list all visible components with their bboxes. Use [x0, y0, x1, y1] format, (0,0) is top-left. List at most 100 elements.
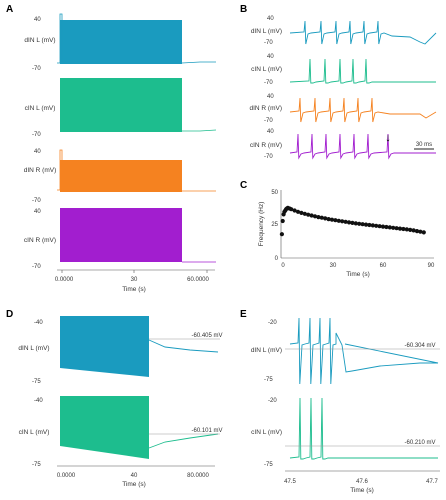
panel-a-onset-3	[57, 149, 63, 192]
panel-e-ylabel-2: cIN L (mV)	[251, 429, 282, 436]
panel-a: A 40 dIN L (mV) -70 cIN L (mV) -70 40 dI…	[6, 4, 217, 293]
frequency-point	[367, 222, 372, 228]
panel-a-label: A	[6, 4, 13, 15]
panel-c-ytick-2: 25	[271, 222, 278, 228]
panel-b-label: B	[240, 4, 247, 15]
panel-e-xtick-2: 47.6	[356, 479, 368, 485]
frequency-point	[408, 227, 413, 232]
frequency-point	[391, 225, 396, 230]
panel-d-xtick-1: 0.0000	[57, 473, 76, 479]
frequency-point	[343, 219, 348, 224]
panel-d-ylabel-2: cIN L (mV)	[19, 429, 50, 436]
panel-e: E -20 dIN L (mV) -75 -60.304 mV -20 cIN …	[240, 309, 440, 494]
panel-b-ylabel-3: dIN R (mV)	[250, 105, 283, 112]
panel-e-xtick-1: 47.5	[284, 479, 296, 485]
panel-e-label: E	[240, 309, 247, 320]
frequency-point	[418, 229, 423, 234]
panel-b-ymin-3: -70	[264, 118, 273, 124]
panel-d-ymax-2: -40	[34, 398, 43, 404]
panel-b-ylabel-1: dIN L (mV)	[251, 28, 282, 35]
panel-e-spikes-2	[289, 397, 438, 460]
frequency-point	[346, 220, 352, 225]
panel-b-spikes-1	[289, 20, 437, 45]
panel-a-ymin-3: -70	[32, 198, 41, 204]
frequency-point	[370, 223, 375, 228]
frequency-point	[397, 226, 403, 231]
frequency-point	[380, 224, 386, 229]
panel-b-trace-din-l: 40 dIN L (mV) -70	[251, 16, 437, 46]
frequency-point	[421, 230, 426, 235]
panel-a-ylabel-3: dIN R (mV)	[24, 167, 57, 174]
panel-a-ymax-4: 40	[34, 209, 41, 215]
frequency-point	[357, 221, 362, 226]
panel-e-trace-din-l: -20 dIN L (mV) -75 -60.304 mV	[251, 317, 440, 385]
panel-e-ymin-2: -75	[264, 462, 273, 468]
panel-a-ylabel-1: dIN L (mV)	[24, 37, 55, 44]
panel-a-xtick-2: 30	[131, 277, 138, 283]
panel-c: C Frequency (Hz) 50 25 0 0 30 60 90 Time…	[240, 180, 435, 278]
panel-a-tail-2	[182, 129, 217, 132]
panel-a-trace-din-l: 40 dIN L (mV) -70	[24, 13, 216, 72]
panel-d-tail-1	[148, 339, 219, 353]
panel-c-ytick-3: 0	[275, 256, 279, 262]
panel-e-trace-cin-l: -20 cIN L (mV) -75 -60.210 mV	[251, 397, 440, 468]
panel-b-ymax-3: 40	[267, 94, 274, 100]
panel-e-ymax-1: -20	[268, 320, 277, 326]
panel-a-xlabel: Time (s)	[122, 286, 146, 293]
frequency-point	[360, 222, 365, 227]
panel-b-trace-cin-r: 40 cIN R (mV) -70	[250, 129, 436, 160]
panel-a-ymin-2: -70	[32, 132, 41, 138]
panel-b-ymin-2: -70	[264, 80, 273, 86]
panel-c-xtick-4: 90	[428, 263, 435, 269]
panel-a-trace-cin-r: 40 cIN R (mV) -70	[24, 208, 216, 270]
frequency-point	[350, 220, 355, 225]
panel-d-xtick-2: 40	[131, 473, 138, 479]
frequency-point	[384, 224, 389, 230]
panel-d-tail-2	[148, 433, 219, 449]
frequency-point	[280, 218, 285, 224]
panel-d-ymin-2: -75	[32, 462, 41, 468]
panel-b-ylabel-4: cIN R (mV)	[250, 142, 282, 149]
panel-e-ymin-1: -75	[264, 377, 273, 383]
frequency-point	[411, 228, 416, 233]
panel-b-scalebar-label: 30 ms	[416, 142, 432, 148]
frequency-point	[377, 224, 382, 229]
frequency-point	[340, 219, 345, 224]
panel-e-xlabel: Time (s)	[350, 487, 374, 494]
frequency-point	[414, 229, 420, 234]
frequency-point	[295, 209, 301, 214]
panel-c-points	[279, 205, 426, 237]
panel-c-label: C	[240, 180, 247, 191]
panel-e-ylabel-1: dIN L (mV)	[251, 347, 282, 354]
panel-b-spikes-4	[289, 133, 436, 160]
panel-d-vm-2: -60.101 mV	[191, 428, 222, 434]
frequency-point	[333, 218, 338, 223]
panel-d-ymin-1: -75	[32, 379, 41, 385]
arrow-down-icon: ↓	[385, 132, 391, 144]
panel-a-ymax-1: 40	[34, 17, 41, 23]
panel-e-spikes-1	[289, 317, 439, 385]
frequency-point	[302, 211, 307, 216]
panel-d-burst-2	[60, 396, 149, 459]
panel-c-xlabel: Time (s)	[346, 271, 370, 278]
panel-d-xlabel: Time (s)	[122, 481, 146, 488]
panel-b-ymin-4: -70	[264, 154, 273, 160]
panel-c-ylabel: Frequency (Hz)	[258, 202, 265, 247]
panel-b-ymax-1: 40	[267, 16, 274, 22]
frequency-point	[312, 214, 318, 219]
frequency-point	[336, 218, 341, 223]
panel-b-ylabel-2: cIN L (mV)	[251, 66, 282, 73]
panel-e-xtick-3: 47.7	[426, 479, 438, 485]
panel-a-ymax-3: 40	[34, 149, 41, 155]
frequency-point	[363, 222, 369, 227]
panel-b-ymax-4: 40	[267, 129, 274, 135]
frequency-point	[289, 207, 294, 212]
panel-a-ylabel-4: cIN R (mV)	[24, 237, 56, 244]
panel-d-trace-cin-l: -40 cIN L (mV) -75 -60.101 mV	[19, 396, 223, 468]
frequency-point	[394, 226, 399, 231]
panel-a-onset-1	[57, 13, 63, 64]
panel-d-xtick-3: 80.0000	[187, 473, 209, 479]
panel-a-burst-3	[60, 160, 182, 192]
panel-a-trace-din-r: 40 dIN R (mV) -70	[24, 149, 216, 204]
frequency-point	[279, 232, 284, 237]
